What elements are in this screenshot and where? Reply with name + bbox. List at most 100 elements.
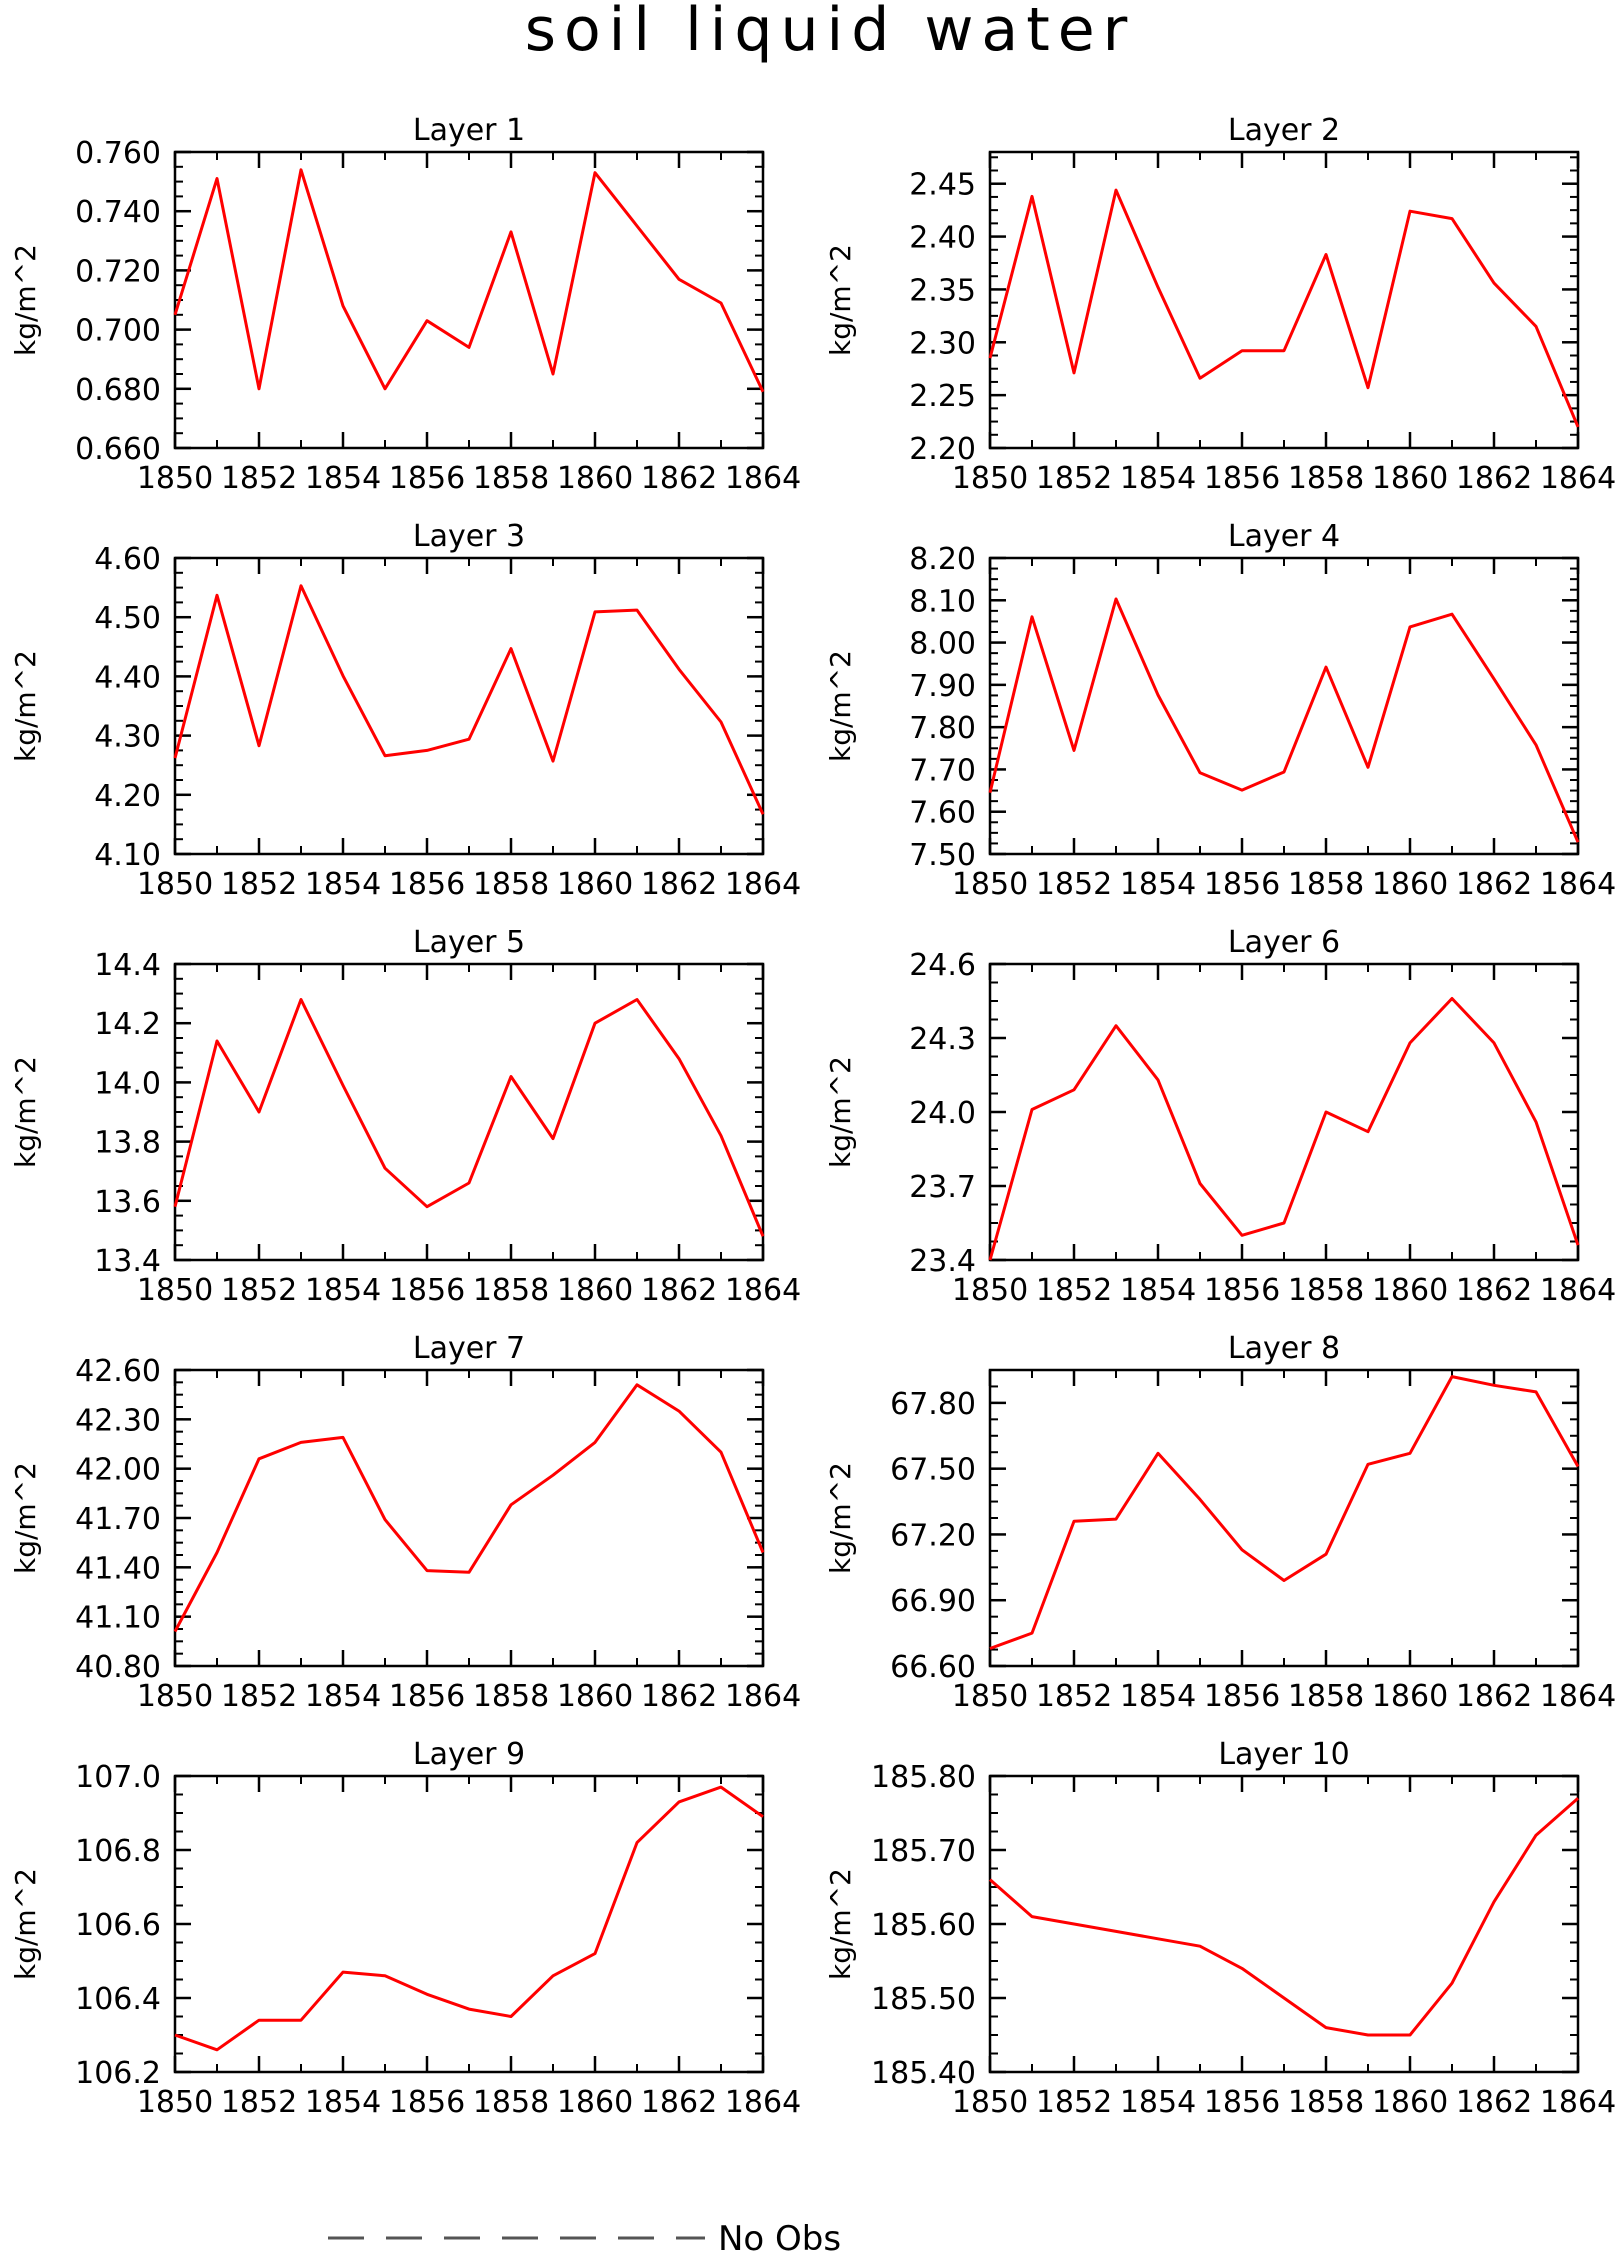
- panel-8-ylabel: kg/m^2: [824, 1462, 857, 1574]
- panel-4-ytick-label: 8.20: [909, 542, 976, 577]
- panel-4-xtick-label: 1864: [1540, 867, 1616, 902]
- panel-6-xtick-label: 1852: [1036, 1273, 1112, 1308]
- panel-1-frame: [173, 150, 765, 450]
- panel-4-series-line: [988, 597, 1580, 843]
- panel-5-xtick-label: 1850: [137, 1273, 213, 1308]
- panel-4-ytick-label: 7.80: [909, 711, 976, 746]
- panel-1-ylabel: kg/m^2: [9, 244, 42, 356]
- panel-7-ytick-label: 42.30: [75, 1403, 161, 1438]
- panel-2-ytick-label: 2.45: [909, 168, 976, 203]
- panel-7-title: Layer 7: [413, 1331, 525, 1366]
- panel-6-xtick-label: 1862: [1456, 1273, 1532, 1308]
- panel-10-xtick-label: 1860: [1372, 2085, 1448, 2120]
- panel-10-title: Layer 10: [1218, 1737, 1349, 1772]
- panel-5-ytick-label: 13.6: [94, 1185, 161, 1220]
- panel-6-xtick-label: 1860: [1372, 1273, 1448, 1308]
- panel-3-ytick-label: 4.60: [94, 542, 161, 577]
- panel-4-xtick-label: 1862: [1456, 867, 1532, 902]
- panel-8-xtick-label: 1864: [1540, 1679, 1616, 1714]
- panel-6-ylabel: kg/m^2: [824, 1056, 857, 1168]
- panel-3-ytick-label: 4.20: [94, 779, 161, 814]
- panel-4-xtick-label: 1854: [1120, 867, 1196, 902]
- panel-9-ytick-label: 106.6: [75, 1908, 161, 1943]
- panel-7-ytick-label: 40.80: [75, 1650, 161, 1685]
- panel-4-xtick-label: 1860: [1372, 867, 1448, 902]
- panel-8-title: Layer 8: [1228, 1331, 1340, 1366]
- panel-9-xtick-label: 1860: [557, 2085, 633, 2120]
- panel-8-xtick-label: 1858: [1288, 1679, 1364, 1714]
- panel-10-ylabel: kg/m^2: [824, 1868, 857, 1980]
- panel-6-title: Layer 6: [1228, 925, 1340, 960]
- panel-3-xtick-label: 1852: [221, 867, 297, 902]
- panel-2-xtick-label: 1862: [1456, 461, 1532, 496]
- panel-8-xtick-label: 1860: [1372, 1679, 1448, 1714]
- panel-4-ytick-label: 7.90: [909, 669, 976, 704]
- panel-7-xtick-label: 1850: [137, 1679, 213, 1714]
- panel-4-ytick-label: 7.60: [909, 796, 976, 831]
- panel-5-ylabel: kg/m^2: [9, 1056, 42, 1168]
- panel-3-xtick-label: 1850: [137, 867, 213, 902]
- panel-6-ytick-label: 24.3: [909, 1022, 976, 1057]
- panel-5-xtick-label: 1854: [305, 1273, 381, 1308]
- panel-5-frame: [173, 962, 765, 1262]
- panel-8-ytick-label: 67.80: [890, 1387, 976, 1422]
- panel-7-ytick-label: 41.40: [75, 1551, 161, 1586]
- panel-8-xtick-label: 1862: [1456, 1679, 1532, 1714]
- panel-7-xtick-label: 1860: [557, 1679, 633, 1714]
- panel-10-xtick-label: 1850: [952, 2085, 1028, 2120]
- panel-7-ytick-label: 41.10: [75, 1601, 161, 1636]
- panel-3-ytick-label: 4.30: [94, 720, 161, 755]
- panel-2-frame: [988, 150, 1580, 450]
- panel-2-ytick-label: 2.20: [909, 432, 976, 467]
- panel-4-ytick-label: 7.50: [909, 838, 976, 873]
- panel-5-xtick-label: 1858: [473, 1273, 549, 1308]
- panel-1-xtick-label: 1854: [305, 461, 381, 496]
- panel-5-xtick-label: 1856: [389, 1273, 465, 1308]
- panel-9-ylabel: kg/m^2: [9, 1868, 42, 1980]
- panel-6-ytick-label: 23.4: [909, 1244, 976, 1279]
- panel-2-xtick-label: 1854: [1120, 461, 1196, 496]
- panel-10-xtick-label: 1864: [1540, 2085, 1616, 2120]
- panel-6-ytick-label: 24.6: [909, 948, 976, 983]
- panel-6-series-line: [988, 997, 1580, 1261]
- panel-3-xtick-label: 1862: [641, 867, 717, 902]
- panel-6-xtick-label: 1854: [1120, 1273, 1196, 1308]
- panel-9-xtick-label: 1862: [641, 2085, 717, 2120]
- panel-7-xtick-label: 1856: [389, 1679, 465, 1714]
- panel-1-xtick-label: 1850: [137, 461, 213, 496]
- panel-4-ylabel: kg/m^2: [824, 650, 857, 762]
- panel-8-ytick-label: 66.60: [890, 1650, 976, 1685]
- panel-5-ytick-label: 13.4: [94, 1244, 161, 1279]
- panel-3-xtick-label: 1856: [389, 867, 465, 902]
- panel-8-xtick-label: 1854: [1120, 1679, 1196, 1714]
- panel-8-frame: [988, 1368, 1580, 1668]
- panel-6-xtick-label: 1864: [1540, 1273, 1616, 1308]
- panel-1-xtick-label: 1856: [389, 461, 465, 496]
- panel-3-ytick-label: 4.50: [94, 601, 161, 636]
- panel-10-ytick-label: 185.40: [871, 2056, 976, 2091]
- panel-9-ytick-label: 106.8: [75, 1834, 161, 1869]
- panel-7-xtick-label: 1862: [641, 1679, 717, 1714]
- panel-1-series-line: [173, 168, 765, 393]
- panel-2-xtick-label: 1864: [1540, 461, 1616, 496]
- panel-4-xtick-label: 1856: [1204, 867, 1280, 902]
- panel-2-title: Layer 2: [1228, 113, 1340, 148]
- panel-8-xtick-label: 1850: [952, 1679, 1028, 1714]
- panel-10-xtick-label: 1854: [1120, 2085, 1196, 2120]
- panel-9-frame: [173, 1774, 765, 2074]
- panel-3-frame: [173, 556, 765, 856]
- panel-4-ytick-label: 8.00: [909, 627, 976, 662]
- panel-9-xtick-label: 1850: [137, 2085, 213, 2120]
- panel-10-xtick-label: 1852: [1036, 2085, 1112, 2120]
- panel-6-frame: [988, 962, 1580, 1262]
- panel-3-ytick-label: 4.10: [94, 838, 161, 873]
- panel-2-ytick-label: 2.40: [909, 221, 976, 256]
- panel-9-series-line: [174, 1785, 764, 2052]
- panel-2-xtick-label: 1852: [1036, 461, 1112, 496]
